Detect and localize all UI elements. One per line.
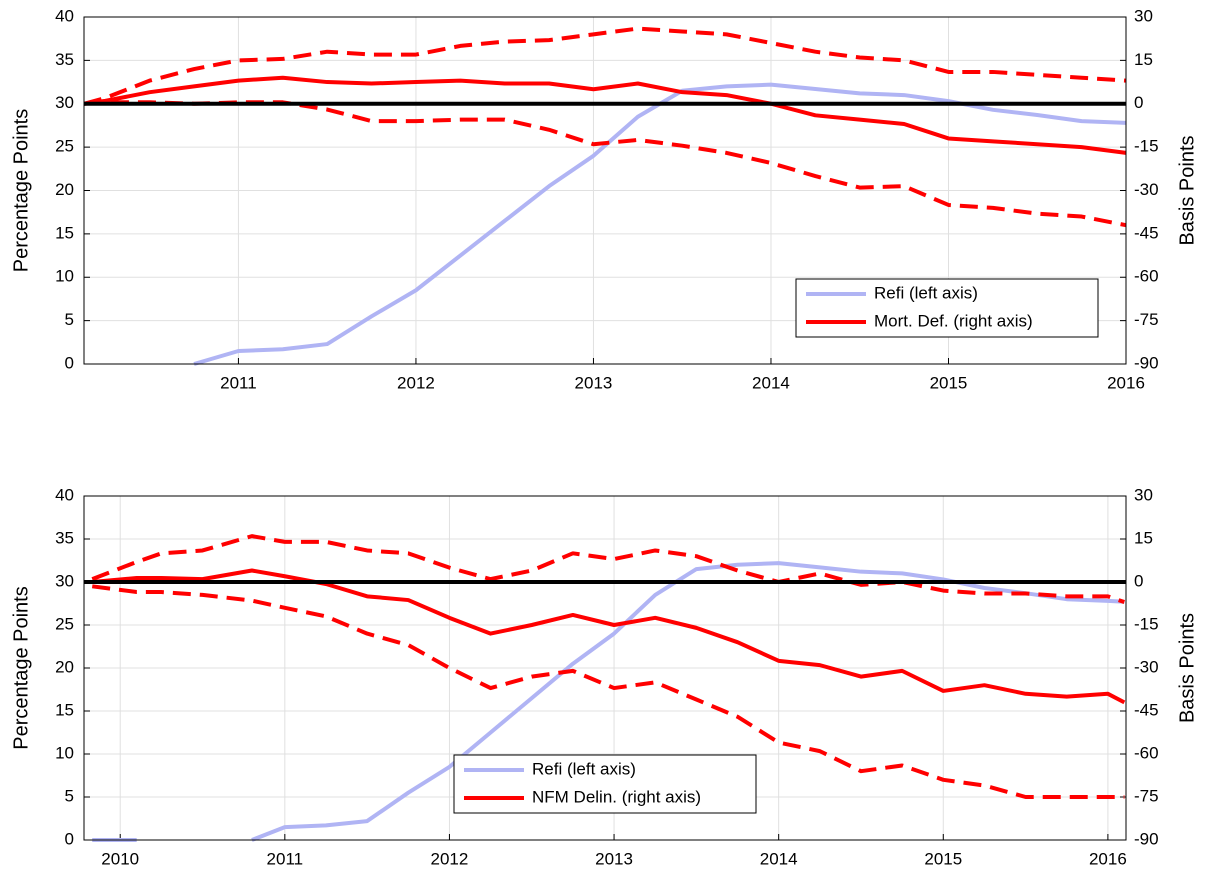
y2-tick-label: -45	[1134, 700, 1159, 719]
x-tick-label: 2011	[220, 373, 257, 392]
legend-label: Refi (left axis)	[532, 759, 636, 778]
band-line	[83, 26, 1127, 106]
y2-tick-label: 0	[1134, 571, 1143, 590]
y-tick-label: 0	[65, 829, 74, 848]
y-axis-title: Percentage Points	[10, 109, 32, 272]
y2-axis-title: Basis Points	[1176, 613, 1198, 723]
y-tick-label: 25	[55, 137, 74, 156]
y2-tick-label: -90	[1134, 829, 1159, 848]
y-tick-label: 40	[55, 485, 74, 504]
y2-tick-label: 0	[1134, 93, 1143, 112]
y-tick-label: 15	[55, 223, 74, 242]
band-line	[83, 100, 1127, 228]
legend-box	[795, 278, 1099, 338]
y-tick-label: 25	[55, 614, 74, 633]
x-tick-label: 2012	[431, 849, 469, 868]
legend: Refi (left axis) NFM Delin. (right axis)	[453, 754, 757, 814]
y-tick-label: 10	[55, 267, 74, 286]
y2-tick-label: -30	[1134, 180, 1159, 199]
series-line	[83, 75, 1127, 155]
y-tick-label: 35	[55, 528, 74, 547]
band-line	[91, 584, 1125, 799]
y2-tick-label: -15	[1134, 614, 1159, 633]
y-tick-label: 30	[55, 571, 74, 590]
x-tick-label: 2015	[924, 849, 962, 868]
y-tick-label: 30	[55, 93, 74, 112]
x-tick-label: 2016	[1107, 373, 1145, 392]
plot-frame	[83, 16, 1127, 365]
y2-axis-title: Basis Points	[1176, 135, 1198, 245]
y-tick-label: 35	[55, 50, 74, 69]
x-tick-label: 2014	[760, 849, 798, 868]
y2-tick-label: -75	[1134, 786, 1159, 805]
y-tick-label: 40	[55, 6, 74, 25]
legend-label: NFM Delin. (right axis)	[532, 787, 701, 806]
x-tick-label: 2012	[397, 373, 435, 392]
y2-tick-label: -45	[1134, 223, 1159, 242]
y-tick-label: 0	[65, 353, 74, 372]
x-tick-label: 2013	[595, 849, 633, 868]
y2-tick-label: 15	[1134, 528, 1153, 547]
y2-tick-label: -90	[1134, 353, 1159, 372]
x-tick-label: 2015	[930, 373, 968, 392]
plot-frame	[83, 495, 1127, 841]
y2-tick-label: -60	[1134, 743, 1159, 762]
x-tick-label: 2014	[752, 373, 790, 392]
y2-tick-label: -60	[1134, 267, 1159, 286]
chart-panel: 2011 2012 2013 2014 2015 2016 0 5 10 15 20 25 30 35 40…	[10, 6, 1198, 392]
y2-tick-label: -30	[1134, 657, 1159, 676]
y-tick-label: 5	[65, 310, 74, 329]
x-tick-label: 2016	[1089, 849, 1127, 868]
y-tick-label: 5	[65, 786, 74, 805]
x-tick-label: 2011	[267, 849, 304, 868]
y2-tick-label: -75	[1134, 310, 1159, 329]
series-line	[92, 568, 1126, 705]
y-tick-label: 20	[55, 657, 74, 676]
chart-panel: 2010 2011 2012 2013 2014 2015 2016 0 5 10 15 20 25 30…	[10, 485, 1198, 868]
y2-tick-label: 30	[1134, 485, 1153, 504]
legend-box	[453, 754, 757, 814]
band-line	[91, 534, 1126, 604]
legend-label: Refi (left axis)	[874, 283, 978, 302]
y2-tick-label: -15	[1134, 137, 1159, 156]
y-axis-title: Percentage Points	[10, 586, 32, 749]
legend-label: Mort. Def. (right axis)	[874, 311, 1033, 330]
x-tick-label: 2013	[575, 373, 613, 392]
x-tick-label: 2010	[101, 849, 139, 868]
y2-tick-label: 30	[1134, 6, 1153, 25]
legend: Refi (left axis) Mort. Def. (right axis)	[795, 278, 1099, 338]
y-tick-label: 20	[55, 180, 74, 199]
y2-tick-label: 15	[1134, 50, 1153, 69]
y-tick-label: 15	[55, 700, 74, 719]
y-tick-label: 10	[55, 743, 74, 762]
